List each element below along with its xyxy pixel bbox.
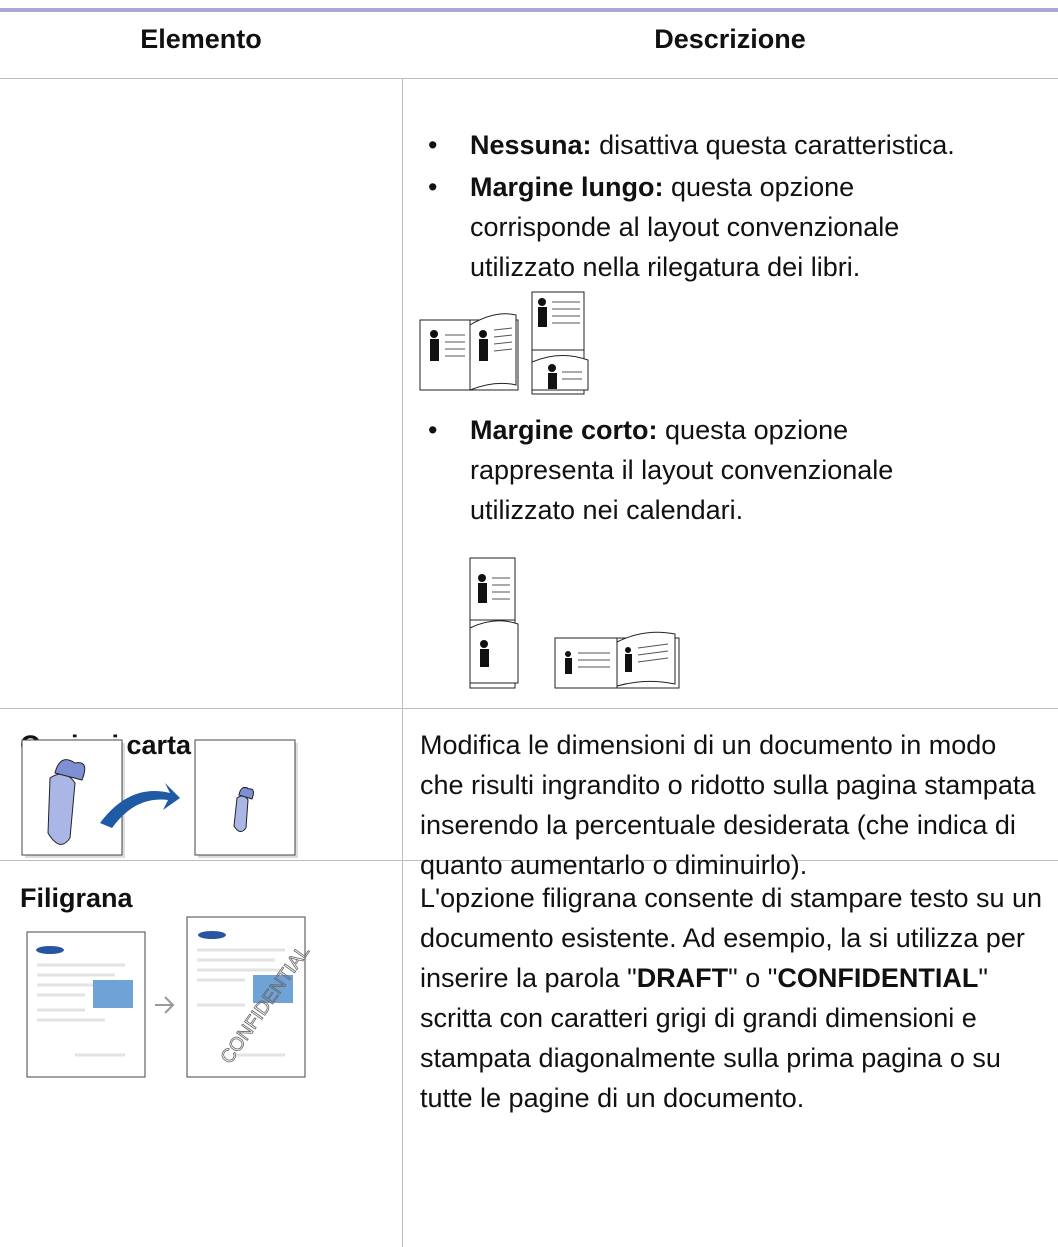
bullet-item: • Nessuna: disattiva questa caratteristic…: [428, 130, 955, 160]
bullet-item: • Margine corto: questa opzione rappresen…: [428, 415, 894, 525]
scale-icon: [21, 739, 298, 858]
text: questa opzione corrisponde al layout con…: [470, 172, 900, 282]
element-label: Filigrana: [20, 883, 133, 913]
text: " scritta con caratteri grigi di grandi …: [420, 963, 1001, 1113]
binding-short-icon: [469, 557, 680, 689]
description: Modifica le dimensioni di un documento i…: [420, 730, 1036, 880]
term: Nessuna:: [470, 130, 592, 160]
row-rule: [0, 708, 1058, 709]
term: Margine lungo:: [470, 172, 664, 202]
top-rule: [0, 8, 1058, 12]
binding-long-icon: [419, 291, 589, 395]
watermark-icon: CONFIDENTIAL: [26, 916, 314, 1078]
header-cell: Descrizione: [654, 24, 806, 54]
row-rule: [0, 860, 1058, 861]
bold-text: CONFIDENTIAL: [777, 963, 979, 993]
header-cell: Elemento: [140, 24, 262, 54]
bold-text: DRAFT: [636, 963, 729, 993]
description: L'opzione filigrana consente di stampare…: [420, 878, 1050, 1118]
column-rule: [402, 78, 403, 1247]
text: " o ": [728, 963, 778, 993]
text: disattiva questa caratteristica.: [599, 130, 955, 160]
term: Margine corto:: [470, 415, 658, 445]
bullet-item: • Margine lungo: questa opzione corrispon…: [428, 172, 900, 282]
row-rule: [0, 78, 1058, 79]
text: questa opzione rappresenta il layout con…: [470, 415, 894, 525]
text: L'opzione filigrana consente di stampare…: [420, 883, 1043, 993]
